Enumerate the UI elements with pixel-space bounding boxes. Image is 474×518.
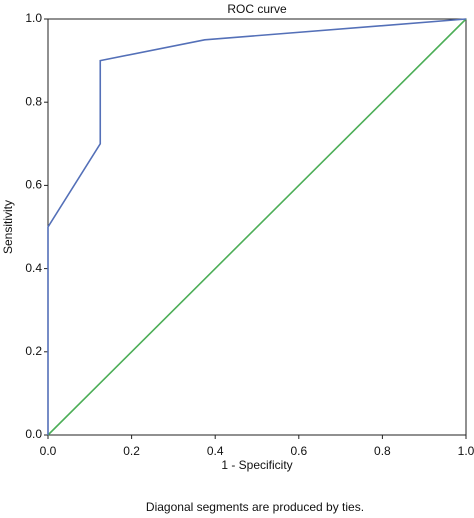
x-tick-label: 0.2 — [123, 444, 140, 458]
x-axis-label: 1 - Specificity — [221, 458, 292, 472]
x-tick-label: 0.0 — [40, 444, 57, 458]
y-axis-label: Sensitivity — [1, 200, 15, 254]
x-tick-label: 0.6 — [290, 444, 307, 458]
x-tick-label: 1.0 — [458, 444, 474, 458]
y-tick-label: 0.0 — [25, 427, 42, 441]
chart-note: Diagonal segments are produced by ties. — [146, 500, 364, 514]
y-tick-label: 0.2 — [25, 344, 42, 358]
curve — [47, 18, 467, 435]
x-tick-label: 0.8 — [374, 444, 391, 458]
x-tick-label: 0.4 — [207, 444, 224, 458]
y-tick-label: 1.0 — [25, 11, 42, 25]
chart-title: ROC curve — [227, 2, 287, 16]
curve — [47, 18, 467, 436]
y-tick-label: 0.8 — [25, 94, 42, 108]
y-tick-label: 0.6 — [25, 178, 42, 192]
y-tick-label: 0.4 — [25, 261, 42, 275]
